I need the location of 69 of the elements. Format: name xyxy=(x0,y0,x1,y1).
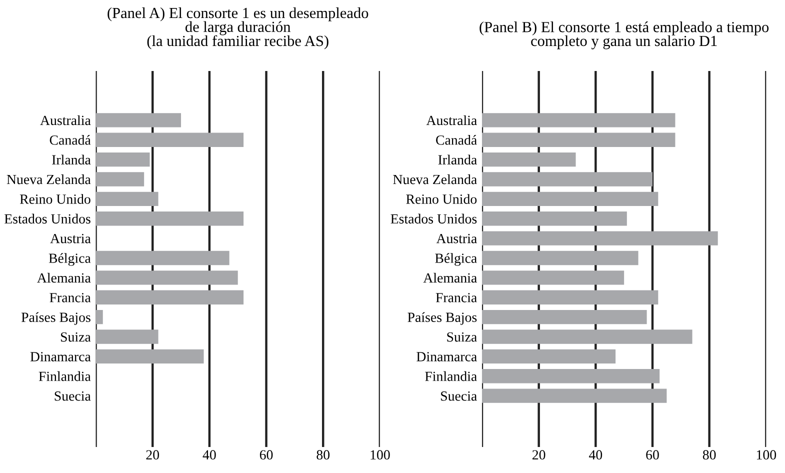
y-tick-label: Bélgica xyxy=(435,253,477,266)
x-tick-label: 60 xyxy=(646,450,659,460)
bar xyxy=(96,330,158,344)
x-tick-label: 60 xyxy=(260,450,273,460)
y-tick-label: Estados Unidos xyxy=(390,214,477,224)
x-tick-label: 80 xyxy=(316,450,330,460)
y-tick-label: Países Bajos xyxy=(408,312,477,325)
bar xyxy=(482,212,627,226)
bar xyxy=(482,330,692,344)
bar xyxy=(96,290,244,304)
x-tick-label: 20 xyxy=(146,450,160,460)
y-tick-label: Suiza xyxy=(60,332,91,342)
y-tick-label: Suiza xyxy=(447,332,477,342)
y-tick-label: Australia xyxy=(426,115,477,126)
y-tick-label: Dinamarca xyxy=(30,352,91,362)
chart-title: (Panel A) El consorte 1 es un desempleado de larga duración (la unidad familiar recibe AS) xyxy=(108,7,368,50)
y-tick-label: Nueva Zelanda xyxy=(393,174,477,184)
y-tick-label: Austria xyxy=(436,234,477,244)
y-tick-label: Alemania xyxy=(423,272,477,283)
bar xyxy=(482,250,638,266)
bar xyxy=(482,349,616,364)
y-tick-label: Australia xyxy=(40,115,91,126)
x-tick-label: 80 xyxy=(702,450,716,460)
bar xyxy=(482,388,667,403)
bar xyxy=(482,310,647,324)
y-tick-label: Irlanda xyxy=(438,154,477,164)
bar xyxy=(96,152,150,167)
y-tick-label: Reino Unido xyxy=(406,194,477,204)
bar xyxy=(96,113,182,128)
y-tick-label: Irlanda xyxy=(52,154,91,164)
y-tick-label: Suecia xyxy=(441,391,477,401)
bar xyxy=(482,172,652,186)
bar xyxy=(482,270,624,285)
bar xyxy=(96,172,144,186)
bar xyxy=(96,212,244,226)
x-tick-label: 40 xyxy=(588,450,602,460)
bar xyxy=(482,369,660,384)
y-tick-label: Dinamarca xyxy=(416,352,477,362)
bar xyxy=(482,132,676,147)
bar xyxy=(96,192,158,206)
bar xyxy=(482,152,576,167)
y-tick-label: Estados Unidos xyxy=(4,214,90,224)
bar xyxy=(96,270,238,285)
y-tick-label: Canadá xyxy=(50,135,91,145)
y-tick-label: Reino Unido xyxy=(20,194,90,204)
bar xyxy=(482,113,676,128)
x-tick-label: 20 xyxy=(532,450,546,460)
y-tick-label: Bélgica xyxy=(48,253,91,266)
x-tick-label: 40 xyxy=(202,450,216,460)
x-tick-label: 100 xyxy=(370,450,390,460)
y-tick-label: Finlandia xyxy=(38,371,91,382)
bar xyxy=(96,132,244,147)
bar xyxy=(482,192,658,206)
y-tick-label: Nueva Zelanda xyxy=(6,174,91,184)
y-tick-label: Francia xyxy=(50,292,91,302)
bar xyxy=(482,290,658,304)
bar xyxy=(96,349,204,364)
bar xyxy=(482,231,718,246)
y-tick-label: Finlandia xyxy=(425,371,477,382)
bar xyxy=(96,250,230,266)
y-tick-label: Francia xyxy=(436,292,477,302)
bar xyxy=(96,310,103,324)
chart-title: (Panel B) El consorte 1 está empleado a tiempo completo y gana un salario D1 xyxy=(480,21,769,50)
y-tick-label: Austria xyxy=(50,234,91,244)
x-tick-label: 100 xyxy=(756,450,776,460)
y-tick-label: Países Bajos xyxy=(21,312,90,325)
y-tick-label: Alemania xyxy=(37,272,91,283)
y-tick-label: Canadá xyxy=(436,135,477,145)
y-tick-label: Suecia xyxy=(54,391,91,401)
